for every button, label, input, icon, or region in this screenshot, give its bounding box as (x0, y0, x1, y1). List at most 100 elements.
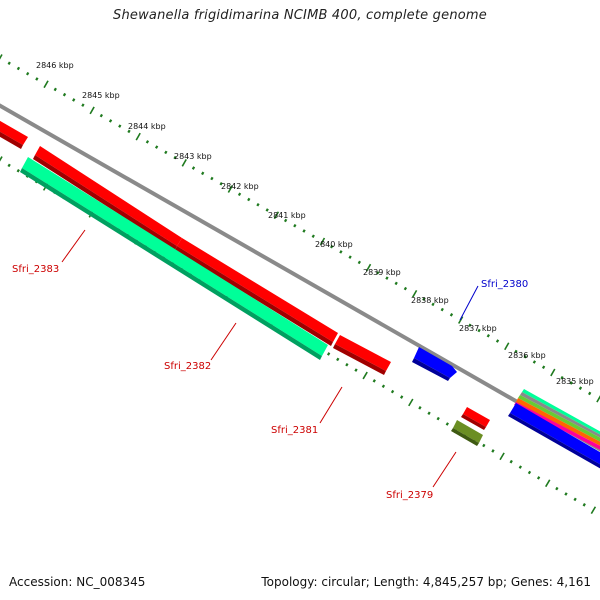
tick-mark (127, 129, 131, 134)
tick-mark (569, 381, 573, 385)
gene-features (0, 118, 600, 470)
gene-feature[interactable] (514, 402, 600, 455)
tick-mark (173, 155, 177, 160)
gene-feature[interactable] (516, 398, 600, 451)
tick-mark (237, 192, 242, 197)
gene-feature[interactable] (22, 157, 328, 356)
tick-label: 2835 kbp (556, 377, 594, 386)
tick-mark (72, 98, 76, 102)
tick-label: 2837 kbp (459, 324, 497, 333)
tick-mark (145, 140, 150, 144)
tick-mark (154, 145, 159, 149)
gene-feature[interactable] (414, 347, 457, 378)
tick-mark (376, 271, 380, 275)
tick-mark (164, 150, 168, 155)
tick-label: 2843 kbp (174, 152, 212, 161)
tick-label: 2840 kbp (315, 240, 353, 249)
gene-shade (0, 131, 23, 149)
gene-feature[interactable] (522, 389, 600, 440)
tick-mark (319, 237, 326, 246)
tick-mark (181, 158, 187, 167)
gene-shade (412, 358, 450, 381)
tick-mark (394, 281, 398, 286)
tick-mark (330, 244, 334, 249)
tick-mark (354, 368, 358, 372)
gene-feature[interactable] (520, 392, 600, 443)
tick-mark (532, 360, 537, 364)
tick-mark (422, 297, 426, 301)
tick-label: 2845 kbp (82, 91, 120, 100)
tick-mark (514, 349, 518, 354)
tick-mark (411, 289, 418, 298)
tick-mark (564, 492, 568, 496)
tick-mark (302, 229, 306, 233)
gene-label[interactable]: Sfri_2379 (386, 490, 433, 501)
gene-label[interactable]: Sfri_2381 (271, 425, 318, 436)
tick-label: 2839 kbp (363, 268, 401, 277)
tick-mark (555, 486, 559, 491)
tick-label: 2842 kbp (221, 182, 259, 191)
genome-backbone (0, 103, 600, 452)
map-title: Shewanella frigidimarina NCIMB 400, comp… (113, 8, 487, 23)
tick-mark (311, 234, 315, 238)
tick-mark (339, 250, 343, 254)
gene-shade (451, 428, 479, 446)
tick-mark (7, 61, 11, 66)
tick-mark (99, 113, 103, 118)
tick-mark (62, 92, 67, 97)
tick-label: 2841 kbp (268, 211, 306, 220)
tick-mark (25, 71, 30, 76)
tick-mark (408, 398, 414, 407)
tick-mark (588, 391, 592, 396)
tick-mark (16, 66, 21, 71)
tick-mark (362, 371, 368, 380)
tick-mark (372, 379, 376, 383)
topology-text: Topology: circular; Length: 4,845,257 bp… (261, 575, 591, 589)
tick-mark (53, 87, 57, 92)
tick-mark (449, 313, 454, 317)
tick-mark (227, 185, 234, 193)
tick-mark (201, 171, 205, 176)
gene-feature[interactable] (35, 146, 182, 246)
tick-mark (0, 54, 3, 60)
tick-mark (573, 497, 577, 502)
gene-feature[interactable] (510, 403, 600, 470)
gene-feature[interactable] (335, 335, 391, 371)
tick-mark (385, 276, 389, 280)
tick-mark (210, 176, 214, 181)
tick-mark (560, 375, 564, 380)
gene-feature[interactable] (463, 407, 490, 427)
gene-feature[interactable] (453, 420, 483, 443)
gene-feature[interactable] (177, 238, 338, 342)
tick-mark (427, 411, 431, 415)
tick-mark (191, 166, 196, 170)
tick-mark (590, 506, 597, 515)
tick-mark (491, 449, 495, 453)
tick-label: 2846 kbp (36, 61, 74, 70)
gene-label[interactable]: Sfri_2382 (164, 361, 211, 372)
gene-shade (508, 413, 600, 469)
tick-mark (365, 263, 372, 272)
gene-label[interactable]: Sfri_2380 (481, 279, 528, 290)
tick-mark (596, 395, 600, 403)
gene-feature[interactable] (518, 395, 600, 447)
tick-label: 2836 kbp (508, 351, 546, 360)
tick-mark (403, 286, 408, 291)
gene-label[interactable]: Sfri_2383 (12, 264, 59, 275)
tick-mark (273, 211, 280, 220)
tick-mark (431, 302, 435, 307)
tick-mark (400, 395, 404, 399)
tick-mark (541, 365, 546, 369)
gene-labels: Sfri_2383 Sfri_2382 Sfri_2381 Sfri_2380 … (12, 264, 528, 501)
gene-feature[interactable] (0, 118, 28, 145)
tick-mark (357, 260, 361, 265)
accession-text: Accession: NC_008345 (9, 575, 146, 589)
tick-mark (135, 132, 141, 141)
tick-mark (81, 103, 85, 107)
gene-shade (333, 344, 386, 375)
tick-mark (440, 307, 444, 312)
tick-labels: 2846 kbp 2845 kbp 2844 kbp 2843 kbp 2842… (36, 61, 594, 386)
tick-mark (468, 323, 472, 328)
